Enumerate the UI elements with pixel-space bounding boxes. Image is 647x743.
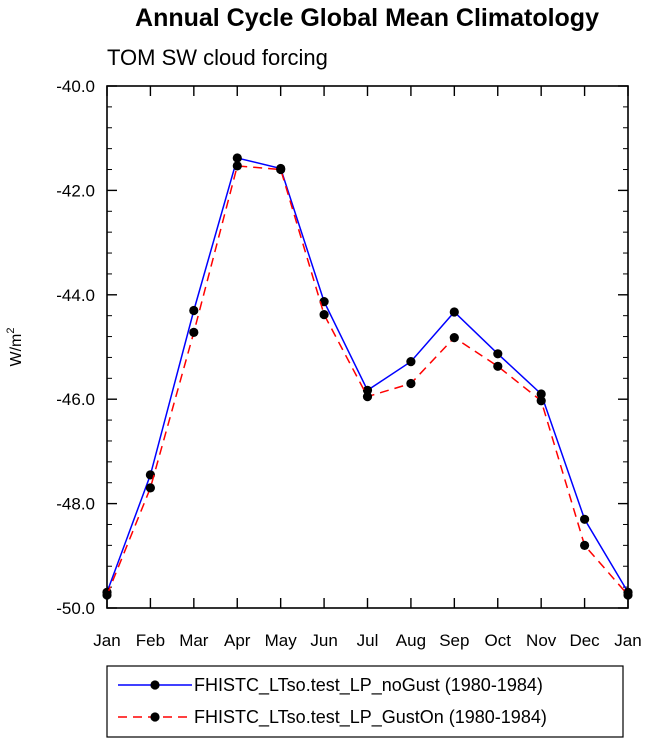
x-tick-label: May xyxy=(265,631,298,650)
legend-label-nogust: FHISTC_LTso.test_LP_noGust (1980-1984) xyxy=(194,675,543,696)
data-point-guston xyxy=(189,327,199,337)
y-tick-label: -46.0 xyxy=(56,390,95,409)
x-tick-label: Jul xyxy=(357,631,379,650)
data-point-guston xyxy=(145,483,155,493)
data-point-guston xyxy=(536,396,546,406)
y-tick-label: -50.0 xyxy=(56,599,95,618)
x-tick-label: Feb xyxy=(136,631,165,650)
y-tick-label: -42.0 xyxy=(56,181,95,200)
plot-frame xyxy=(106,85,629,609)
x-tick-label: Mar xyxy=(179,631,209,650)
x-tick-label: Aug xyxy=(396,631,426,650)
chart-title: Annual Cycle Global Mean Climatology xyxy=(135,4,599,32)
data-point-nogust xyxy=(536,389,546,399)
data-point-guston xyxy=(493,361,503,371)
series-guston xyxy=(102,161,633,600)
y-tick-label: -44.0 xyxy=(56,286,95,305)
data-point-nogust xyxy=(319,297,329,307)
data-point-guston xyxy=(449,333,459,343)
y-axis-label-exponent: 2 xyxy=(5,328,17,334)
x-tick-label: Apr xyxy=(224,631,251,650)
data-point-guston xyxy=(406,378,416,389)
legend-marker-nogust xyxy=(150,680,160,690)
y-tick-label: -48.0 xyxy=(56,495,95,514)
data-point-nogust xyxy=(232,153,242,163)
y-axis-label-unit: W/m xyxy=(8,334,25,367)
legend-label-guston: FHISTC_LTso.test_LP_GustOn (1980-1984) xyxy=(194,707,547,728)
chart-subtitle: TOM SW cloud forcing xyxy=(107,45,328,70)
data-point-nogust xyxy=(406,357,416,367)
data-point-nogust xyxy=(493,349,503,359)
data-point-nogust xyxy=(580,514,590,524)
y-tick-label: -40.0 xyxy=(56,77,95,96)
series-line-guston xyxy=(106,165,629,596)
data-point-guston xyxy=(102,590,112,600)
x-tick-label: Jun xyxy=(310,631,337,650)
series-layer xyxy=(102,153,633,600)
x-tick-labels: Jan Feb Mar Apr May Jun Jul Aug Sep Oct Nov Dec Jan xyxy=(93,631,641,650)
data-point-nogust xyxy=(189,305,199,316)
legend-box xyxy=(106,665,624,738)
legend-marker-guston xyxy=(150,712,160,722)
axis-ticks xyxy=(106,85,629,609)
x-tick-label: Nov xyxy=(526,631,557,650)
data-point-nogust xyxy=(362,385,373,395)
x-tick-label: Oct xyxy=(485,631,512,650)
x-tick-label: Sep xyxy=(439,631,469,650)
data-point-guston xyxy=(319,310,329,320)
data-point-guston xyxy=(580,540,590,551)
x-tick-label: Dec xyxy=(569,631,600,650)
series-line-nogust xyxy=(106,157,629,593)
y-tick-labels: -50.0 -48.0 -46.0 -44.0 -42.0 -40.0 xyxy=(56,77,95,618)
data-point-guston xyxy=(623,590,633,600)
data-point-nogust xyxy=(449,307,459,317)
y-axis-label: W/m2 xyxy=(5,328,25,367)
data-point-guston xyxy=(232,161,242,171)
data-point-guston xyxy=(362,392,373,402)
x-tick-label: Jan xyxy=(614,631,641,650)
x-tick-label: Jan xyxy=(93,631,120,650)
data-point-guston xyxy=(276,164,286,175)
